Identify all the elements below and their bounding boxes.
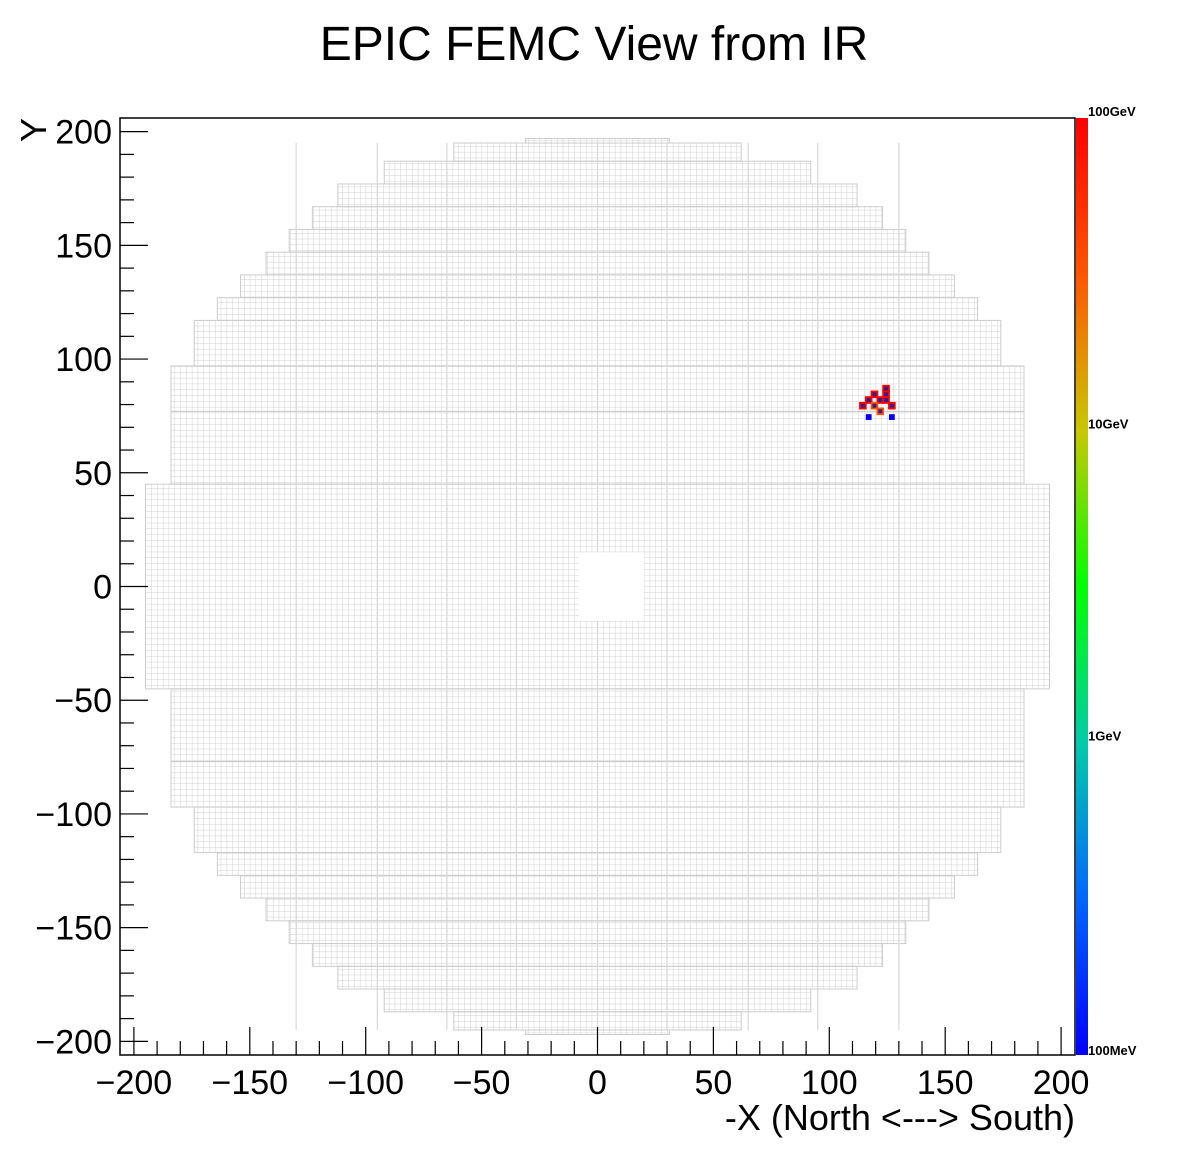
hit-cell [882,396,890,404]
beam-hole [578,552,644,621]
x-axis-title: -X (North <---> South) [725,1097,1075,1138]
y-tick-label: 150 [55,227,112,265]
y-tick-label: −150 [35,910,112,948]
y-tick-label: −100 [35,796,112,834]
hit-cell [888,401,896,410]
colorbar-label: 10GeV [1088,416,1129,431]
y-axis: −200 −150 −100 −50 0 50 100 150 200 [35,114,148,1061]
y-tick-label: 100 [55,341,112,379]
y-axis-title: Y [13,118,54,142]
x-tick-label: −200 [96,1064,173,1102]
y-tick-label: 50 [74,455,112,493]
hit-cell [870,390,879,399]
x-tick-label: 100 [801,1064,858,1102]
detector-grid [144,137,1051,1036]
hit-cell [876,407,885,416]
y-tick-label: −200 [35,1023,112,1061]
x-tick-label: −100 [327,1064,404,1102]
hit-cell [870,401,879,410]
colorbar-label: 1GeV [1088,729,1122,744]
y-tick-label: 200 [55,114,112,152]
x-tick-label: 0 [588,1064,607,1102]
x-tick-label: −150 [212,1064,289,1102]
colorbar [1076,118,1088,1055]
x-tick-label: 50 [694,1064,732,1102]
colorbar-label: 100MeV [1088,1043,1137,1058]
hit-cell [888,414,895,420]
colorbar-label: 100GeV [1088,104,1136,119]
detector-row [525,137,670,144]
hit-cells [859,384,896,420]
chart-title: EPIC FEMC View from IR [320,18,869,71]
y-tick-label: 0 [93,569,112,607]
hit-cell [859,401,867,410]
x-axis: −200 −150 −100 −50 0 50 100 150 200 [96,1027,1090,1102]
x-tick-label: 200 [1033,1064,1090,1102]
x-tick-label: 150 [917,1064,974,1102]
x-tick-label: −50 [453,1064,511,1102]
hit-cell [864,396,873,404]
hit-cell [865,414,872,420]
y-tick-label: −50 [54,682,112,720]
colorbar-labels: 100MeV 1GeV 10GeV 100GeV [1088,104,1137,1058]
